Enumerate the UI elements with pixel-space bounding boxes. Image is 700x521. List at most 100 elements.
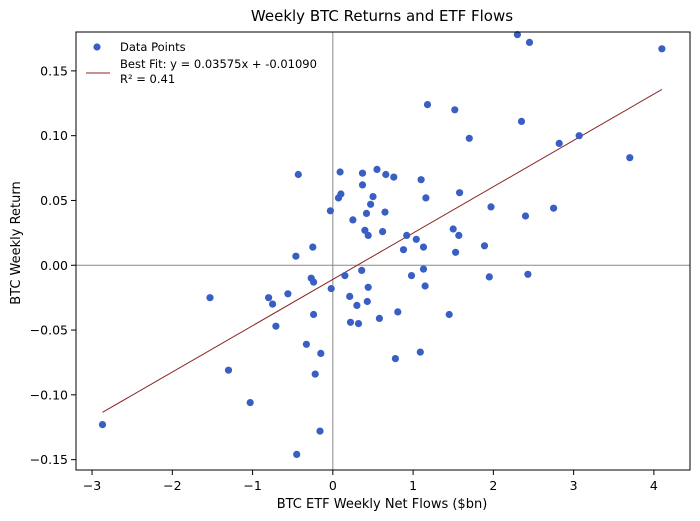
data-point-34 bbox=[362, 209, 371, 217]
data-point-49 bbox=[403, 231, 411, 239]
data-point-24 bbox=[341, 272, 349, 280]
y-axis-ticks: −0.15 −0.10 −0.05 0.00 0.05 0.10 0.15 bbox=[30, 63, 76, 467]
data-point-40 bbox=[373, 165, 381, 173]
x-tick-label: 4 bbox=[650, 478, 658, 493]
data-point-73 bbox=[525, 38, 534, 47]
data-point-13 bbox=[310, 278, 318, 286]
data-point-32 bbox=[358, 169, 367, 177]
data-point-29 bbox=[354, 320, 363, 328]
data-point-65 bbox=[465, 134, 473, 142]
legend-label-r-squared: R² = 0.41 bbox=[120, 72, 175, 86]
reference-lines bbox=[76, 32, 690, 470]
data-point-35 bbox=[363, 297, 371, 306]
data-point-33 bbox=[361, 226, 369, 234]
data-point-74 bbox=[550, 204, 558, 212]
data-point-62 bbox=[452, 248, 460, 256]
data-point-44 bbox=[382, 170, 390, 179]
y-tick-label: −0.10 bbox=[30, 387, 68, 402]
data-point-36 bbox=[364, 283, 372, 291]
x-tick-label: 3 bbox=[570, 478, 578, 493]
data-point-48 bbox=[399, 246, 408, 254]
data-point-9 bbox=[294, 170, 302, 179]
y-tick-label: 0.10 bbox=[40, 128, 68, 143]
data-point-43 bbox=[381, 208, 389, 216]
x-axis-label: BTC ETF Weekly Net Flows ($bn) bbox=[277, 497, 488, 512]
data-point-58 bbox=[423, 101, 432, 109]
data-point-0 bbox=[98, 421, 107, 429]
data-point-41 bbox=[375, 314, 383, 322]
data-point-64 bbox=[456, 189, 464, 197]
data-point-59 bbox=[445, 310, 453, 319]
x-tick-label: 1 bbox=[409, 478, 417, 493]
data-point-11 bbox=[302, 340, 310, 348]
data-point-78 bbox=[658, 45, 666, 53]
data-point-72 bbox=[524, 270, 532, 278]
data-point-67 bbox=[485, 273, 493, 281]
data-point-20 bbox=[327, 285, 335, 293]
data-point-26 bbox=[346, 318, 355, 326]
data-point-61 bbox=[451, 106, 459, 114]
data-point-1 bbox=[206, 294, 214, 302]
data-point-46 bbox=[391, 355, 399, 363]
data-point-3 bbox=[246, 399, 254, 407]
data-points-layer bbox=[98, 30, 666, 458]
y-tick-label: 0.05 bbox=[40, 193, 68, 208]
y-tick-label: 0.00 bbox=[40, 258, 68, 273]
data-point-10 bbox=[293, 450, 301, 458]
y-axis-label: BTC Weekly Return bbox=[9, 181, 24, 305]
data-point-56 bbox=[421, 282, 429, 290]
x-tick-label: −1 bbox=[243, 478, 261, 493]
data-point-17 bbox=[317, 349, 325, 357]
data-point-57 bbox=[422, 194, 430, 202]
data-point-22 bbox=[337, 190, 345, 198]
data-point-5 bbox=[269, 300, 277, 308]
data-point-31 bbox=[358, 181, 367, 189]
data-point-55 bbox=[419, 243, 428, 251]
data-point-50 bbox=[407, 272, 416, 280]
data-point-68 bbox=[487, 203, 495, 211]
data-point-38 bbox=[367, 200, 375, 208]
x-axis-ticks: −3 −2 −1 0 1 2 3 4 bbox=[83, 470, 658, 493]
data-point-2 bbox=[224, 366, 233, 374]
y-tick-label: 0.15 bbox=[40, 63, 68, 78]
legend-label-data-points: Data Points bbox=[120, 40, 186, 54]
data-point-8 bbox=[292, 252, 300, 260]
data-point-76 bbox=[575, 132, 583, 140]
x-tick-label: 0 bbox=[329, 478, 337, 493]
data-point-54 bbox=[419, 265, 428, 273]
y-tick-label: −0.05 bbox=[30, 323, 68, 338]
data-point-71 bbox=[521, 212, 530, 220]
best-fit-line-layer bbox=[102, 89, 663, 413]
data-point-69 bbox=[513, 30, 522, 39]
data-point-23 bbox=[336, 168, 344, 176]
legend: Data Points Best Fit: y = 0.03575x + -0.… bbox=[86, 40, 317, 86]
data-point-51 bbox=[412, 235, 420, 243]
data-point-45 bbox=[390, 173, 398, 181]
data-point-7 bbox=[284, 290, 292, 298]
data-point-14 bbox=[309, 243, 317, 251]
x-tick-label: −3 bbox=[83, 478, 101, 493]
data-point-4 bbox=[265, 294, 273, 302]
legend-label-best-fit: Best Fit: y = 0.03575x + -0.01090 bbox=[120, 57, 317, 71]
data-point-28 bbox=[353, 301, 361, 309]
data-point-70 bbox=[517, 117, 526, 125]
plot-frame bbox=[75, 31, 691, 471]
y-tick-label: −0.15 bbox=[30, 452, 68, 467]
legend-marker-data-points bbox=[93, 43, 101, 51]
chart-title: Weekly BTC Returns and ETF Flows bbox=[251, 7, 513, 25]
data-point-30 bbox=[358, 266, 366, 274]
data-point-66 bbox=[480, 242, 489, 250]
x-tick-label: −2 bbox=[163, 478, 181, 493]
data-point-42 bbox=[379, 228, 387, 236]
data-point-77 bbox=[626, 154, 634, 162]
data-point-63 bbox=[455, 231, 463, 239]
data-point-37 bbox=[364, 231, 372, 239]
data-point-52 bbox=[416, 348, 424, 356]
data-point-16 bbox=[311, 370, 319, 378]
data-point-75 bbox=[555, 139, 563, 147]
data-point-27 bbox=[349, 216, 357, 224]
data-point-39 bbox=[369, 193, 377, 201]
data-point-47 bbox=[394, 308, 402, 316]
data-point-18 bbox=[316, 427, 324, 435]
